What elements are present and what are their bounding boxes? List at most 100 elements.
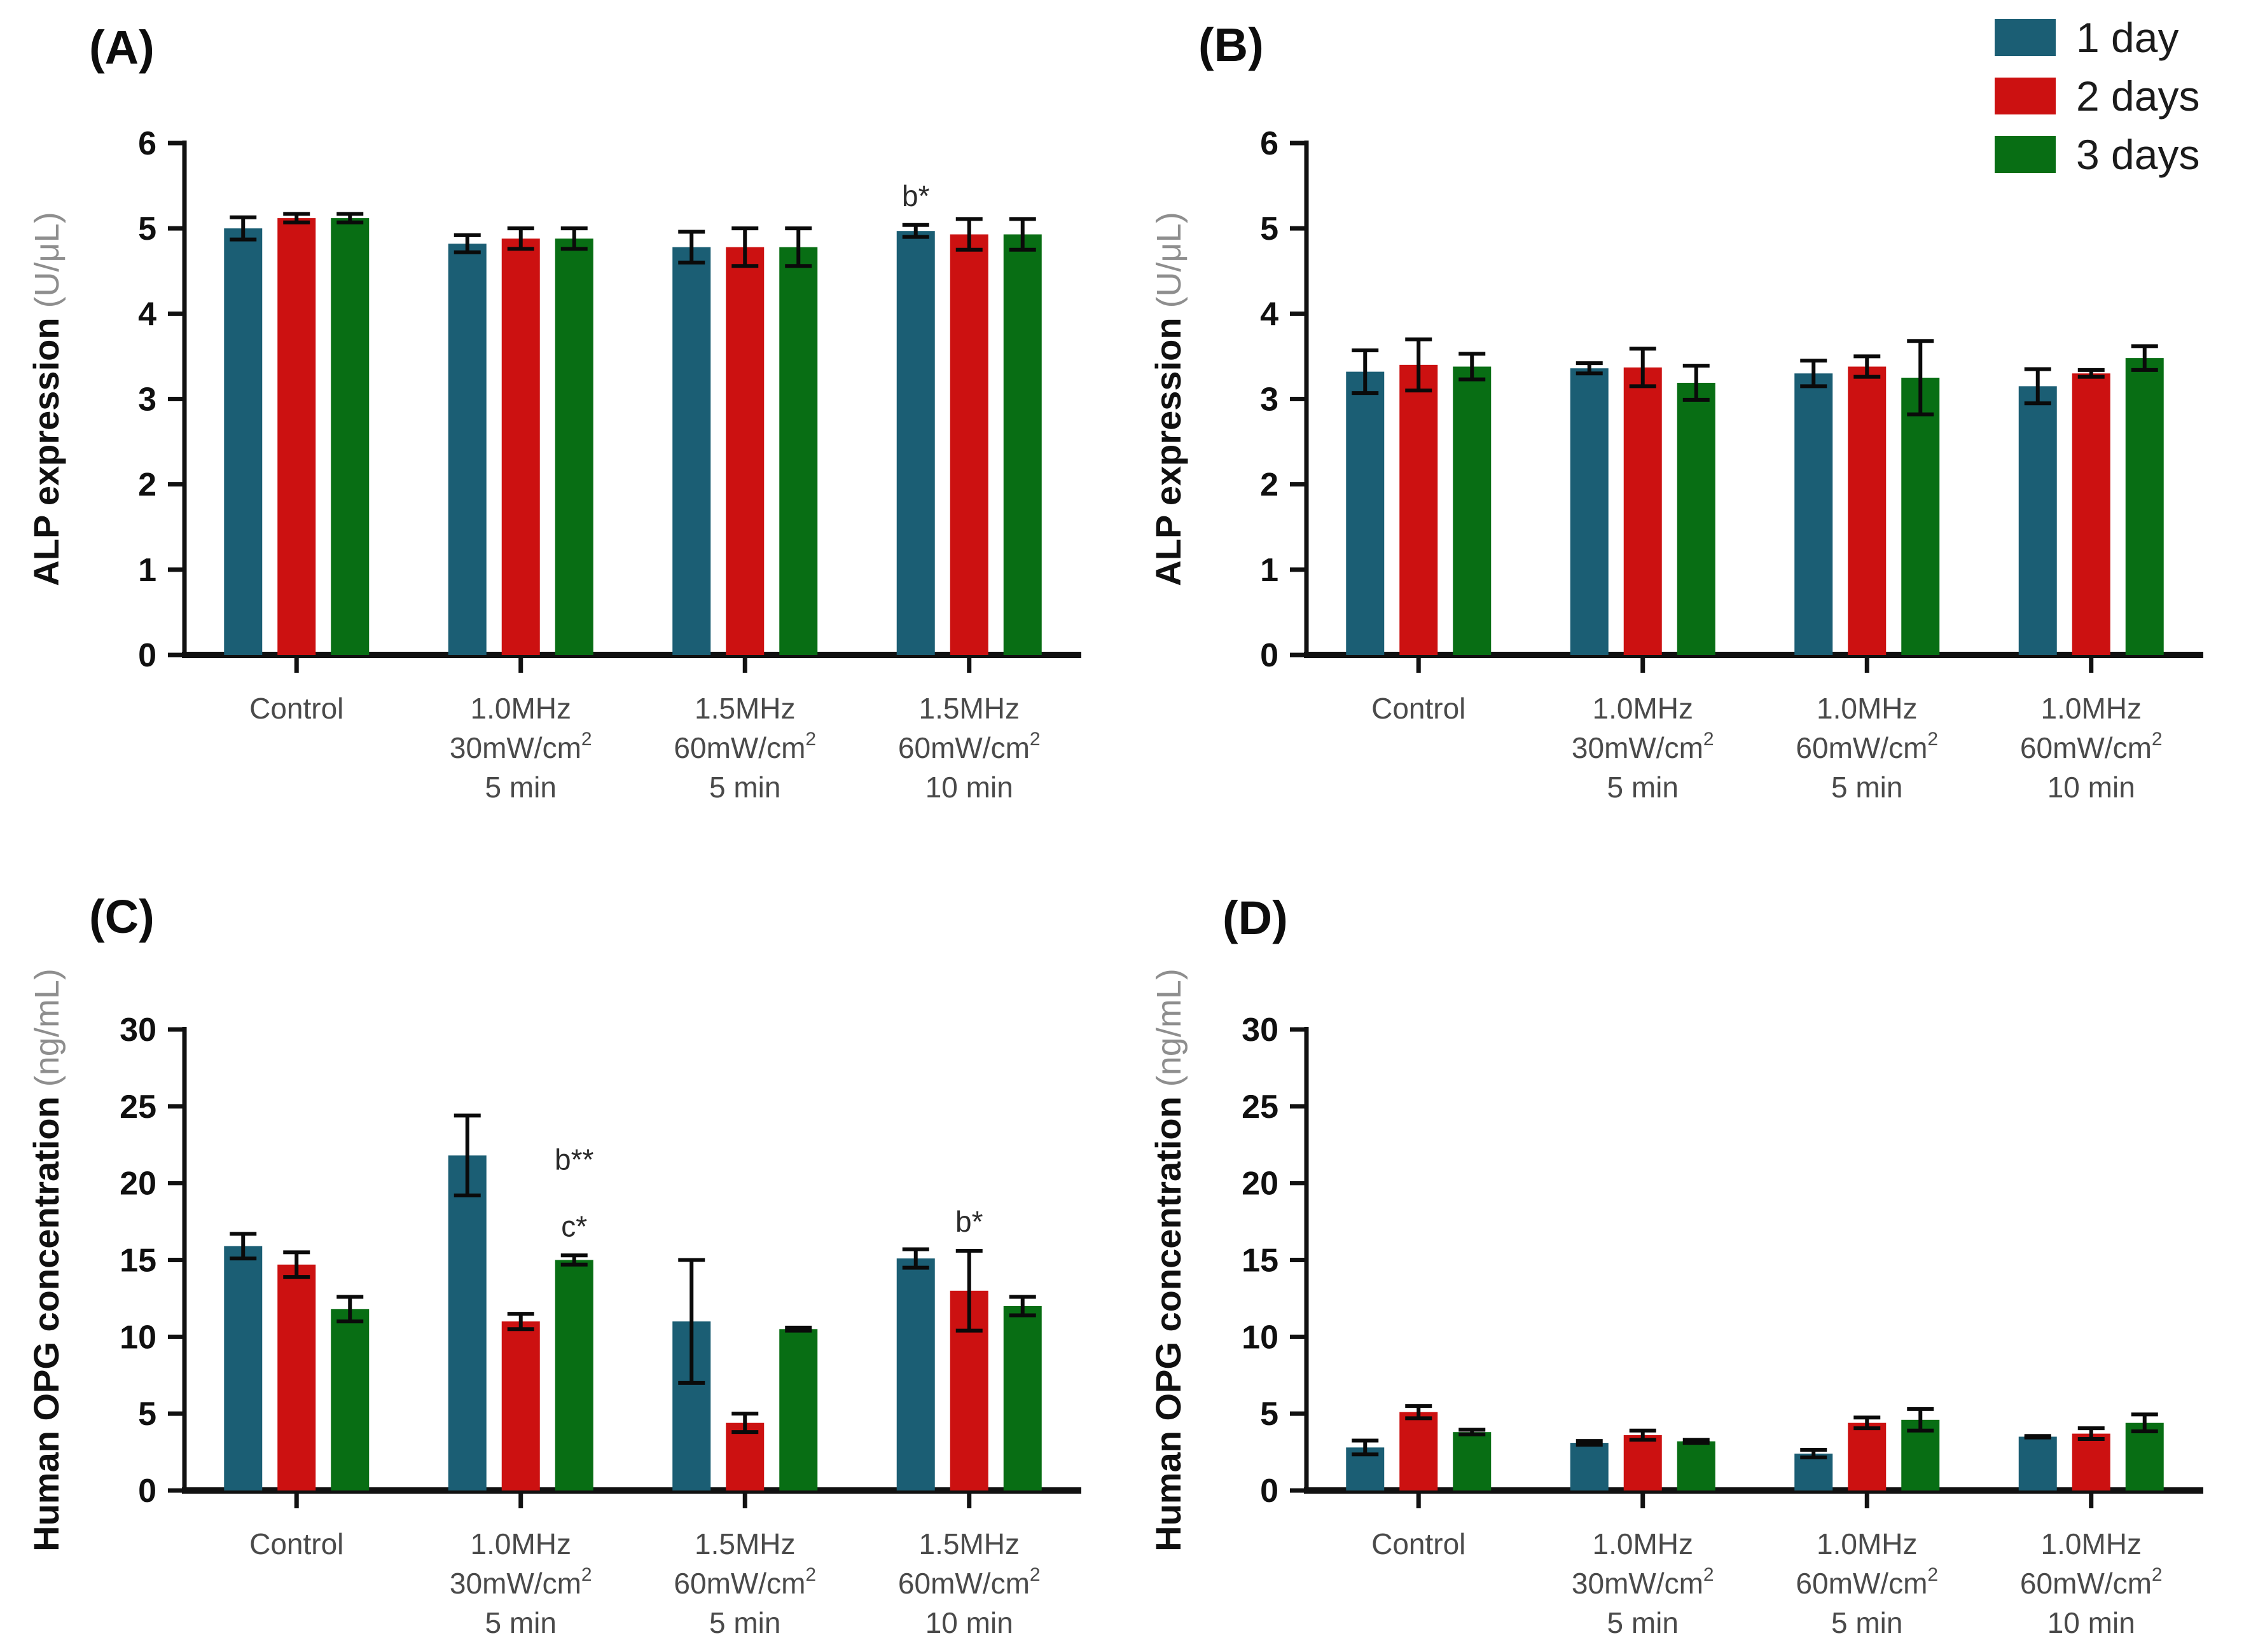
- x-category-label: 5 min: [709, 1606, 780, 1639]
- x-category-label: 10 min: [925, 1606, 1013, 1639]
- bar-a-group0-3-days: [331, 218, 370, 656]
- y-tick-label: 6: [1260, 125, 1278, 162]
- y-tick-label: 4: [138, 296, 156, 333]
- bar-a-group0-2-days: [277, 218, 316, 656]
- x-category-label: 1.5MHz: [919, 1527, 1020, 1560]
- bar-a-group2-3-days: [779, 247, 818, 655]
- y-tick-label: 2: [138, 467, 156, 504]
- bar-a-group1-1-day: [448, 244, 487, 656]
- chart-panel-b: (B) ALP expression (U/μL) 0 1 2 3 4 5 6 Control 1.…: [1148, 18, 2203, 804]
- bar-b-group0-3-days: [1453, 366, 1492, 655]
- bar-d-group1-1-day: [1570, 1443, 1609, 1490]
- x-category-label: 30mW/cm2: [450, 729, 592, 764]
- y-tick-label: 0: [138, 1473, 156, 1510]
- x-category-label: 60mW/cm2: [2020, 729, 2163, 764]
- legend-item-2-days: 2 days: [1995, 75, 2199, 117]
- x-category-label: 1.5MHz: [919, 692, 1020, 725]
- y-tick-label: 30: [120, 1012, 156, 1049]
- bar-a-group1-2-days: [501, 238, 540, 655]
- bar-c-group3-3-days: [1003, 1306, 1042, 1490]
- x-category-label: 5 min: [1831, 771, 1902, 804]
- bar-c-group0-2-days: [277, 1264, 316, 1490]
- y-tick-label: 15: [1242, 1242, 1278, 1279]
- x-category-label: 60mW/cm2: [2020, 1564, 2163, 1600]
- x-category-label: 1.0MHz: [471, 1527, 571, 1560]
- y-tick-label: 5: [1260, 1396, 1278, 1433]
- significance-annotation: b**: [555, 1143, 593, 1176]
- x-category-label: Control: [249, 1527, 343, 1560]
- y-tick-label: 5: [138, 210, 156, 247]
- y-tick-label: 30: [1242, 1012, 1278, 1049]
- panel-c: (C) Human OPG concentration (ng/mL) 0 5 10 15…: [0, 826, 1122, 1652]
- x-category-label: 60mW/cm2: [898, 729, 1041, 764]
- panel-a: (A) ALP expression (U/μL) 0 1 2 3 4 5 6 Control 1.…: [0, 0, 1122, 826]
- x-category-label: 60mW/cm2: [674, 1564, 816, 1600]
- y-tick-label: 5: [138, 1396, 156, 1433]
- x-category-label: 30mW/cm2: [450, 1564, 592, 1600]
- bar-c-group2-2-days: [726, 1422, 765, 1490]
- x-category-label: Control: [249, 692, 343, 725]
- x-category-label: 10 min: [2047, 1606, 2135, 1639]
- x-category-label: 60mW/cm2: [1796, 1564, 1938, 1600]
- bar-c-group1-2-days: [501, 1321, 540, 1490]
- bar-d-group3-3-days: [2125, 1422, 2164, 1490]
- x-category-label: 10 min: [2047, 771, 2135, 804]
- bar-a-group2-1-day: [672, 247, 711, 655]
- bar-b-group1-3-days: [1677, 383, 1715, 655]
- y-tick-label: 2: [1260, 467, 1278, 504]
- x-category-label: 60mW/cm2: [898, 1564, 1041, 1600]
- x-category-label: 5 min: [1607, 771, 1679, 804]
- x-category-label: 5 min: [485, 1606, 557, 1639]
- y-axis-title: Human OPG concentration (ng/mL): [1148, 968, 1188, 1552]
- y-tick-label: 5: [1260, 210, 1278, 247]
- bar-d-group1-3-days: [1677, 1441, 1715, 1490]
- panel-a-label: (A): [89, 21, 155, 74]
- y-tick-label: 0: [1260, 637, 1278, 674]
- x-category-label: 1.0MHz: [1593, 692, 1693, 725]
- x-category-label: 1.5MHz: [695, 1527, 795, 1560]
- bar-c-group1-1-day: [448, 1155, 487, 1490]
- bar-d-group3-2-days: [2072, 1433, 2110, 1490]
- bar-a-group3-3-days: [1003, 234, 1042, 655]
- panel-b-label: (B): [1198, 18, 1264, 71]
- bar-c-group3-1-day: [896, 1258, 935, 1490]
- bar-b-group3-1-day: [2018, 386, 2057, 655]
- x-category-label: 60mW/cm2: [1796, 729, 1938, 764]
- x-category-label: 5 min: [709, 771, 780, 804]
- x-category-label: 1.0MHz: [1817, 692, 1917, 725]
- bar-a-group3-2-days: [950, 234, 988, 655]
- legend-swatch-2-days-icon: [1995, 78, 2056, 114]
- y-tick-label: 1: [1260, 552, 1278, 589]
- x-category-label: 10 min: [925, 771, 1013, 804]
- x-category-label: 5 min: [1831, 1606, 1902, 1639]
- x-category-label: 60mW/cm2: [674, 729, 816, 764]
- bar-b-group1-2-days: [1623, 367, 1662, 655]
- x-category-label: 1.0MHz: [2041, 692, 2142, 725]
- y-tick-label: 15: [120, 1242, 156, 1279]
- x-category-label: 1.0MHz: [471, 692, 571, 725]
- y-tick-label: 25: [1242, 1089, 1278, 1125]
- legend: 1 day 2 days 3 days: [1995, 17, 2199, 176]
- significance-annotation: b*: [955, 1205, 983, 1238]
- legend-label-2-days: 2 days: [2076, 72, 2200, 120]
- y-tick-label: 25: [120, 1089, 156, 1125]
- y-tick-label: 3: [1260, 382, 1278, 418]
- y-tick-label: 20: [1242, 1166, 1278, 1202]
- bar-d-group2-1-day: [1794, 1454, 1833, 1490]
- x-category-label: 5 min: [1607, 1606, 1679, 1639]
- x-category-label: 1.0MHz: [2041, 1527, 2142, 1560]
- y-tick-label: 1: [138, 552, 156, 589]
- bar-a-group2-2-days: [726, 247, 765, 655]
- bar-d-group1-2-days: [1623, 1435, 1662, 1490]
- legend-swatch-3-days-icon: [1995, 136, 2056, 173]
- bar-b-group3-3-days: [2125, 358, 2164, 655]
- panel-c-label: (C): [89, 890, 155, 943]
- bar-b-group0-1-day: [1346, 371, 1385, 655]
- bar-c-group1-3-days: [555, 1260, 593, 1490]
- y-tick-label: 10: [120, 1319, 156, 1356]
- significance-annotation: b*: [902, 179, 930, 212]
- bar-b-group1-1-day: [1570, 368, 1609, 655]
- y-tick-label: 0: [1260, 1473, 1278, 1510]
- legend-label-1-day: 1 day: [2076, 14, 2179, 61]
